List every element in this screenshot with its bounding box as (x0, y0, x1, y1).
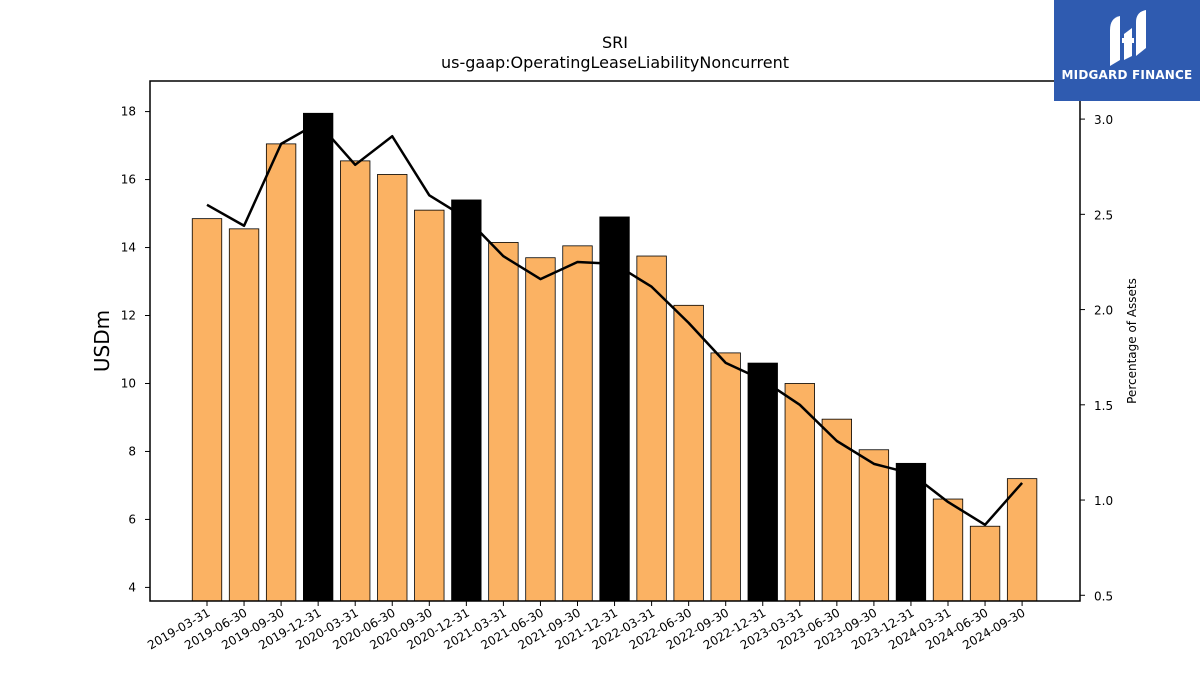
bar-2024-06-30 (969, 525, 1001, 602)
y-tick-label-right: 3.0 (1094, 113, 1113, 127)
logo-mark-icon (1110, 10, 1146, 66)
bar-2023-06-30 (821, 418, 852, 602)
bar-2019-06-30 (228, 228, 260, 602)
y-axis-left: 4 6 8 10 12 14 16 18 (121, 105, 150, 594)
bar-2021-12-31 (599, 216, 630, 602)
y-axis-label-left: USDm (90, 310, 114, 372)
y-tick-label-right: 0.5 (1094, 589, 1113, 603)
bar-2024-09-30 (1006, 478, 1038, 602)
y-tick-label-left: 16 (121, 173, 136, 187)
brand-logo: MIDGARD FINANCE (1054, 0, 1200, 101)
bar-2022-12-31 (747, 362, 778, 602)
y-tick-label-left: 10 (121, 376, 136, 390)
bar-2023-12-31 (895, 462, 927, 602)
bar-2022-03-31 (636, 255, 667, 602)
y-tick-label-left: 6 (128, 512, 136, 526)
y-tick-label-left: 14 (121, 241, 136, 255)
bar-2020-06-30 (377, 174, 408, 602)
bar-2020-03-31 (340, 160, 371, 602)
chart-subtitle: us-gaap:OperatingLeaseLiabilityNoncurren… (441, 53, 789, 72)
bar-2019-09-30 (265, 143, 297, 602)
logo-text: MIDGARD FINANCE (1061, 68, 1193, 82)
bar-2021-03-31 (488, 242, 519, 602)
y-tick-label-right: 2.0 (1094, 304, 1113, 318)
bar-2019-03-31 (191, 218, 223, 602)
y-axis-right: 0.5 1.0 1.5 2.0 2.5 3.0 (1080, 113, 1113, 603)
bar-2020-12-31 (451, 199, 482, 602)
y-axis-label-right: Percentage of Assets (1125, 278, 1139, 404)
bar-2021-09-30 (562, 245, 593, 602)
bar-2023-09-30 (858, 449, 890, 602)
bar-group (191, 112, 1038, 602)
line-group (206, 121, 1024, 527)
bar-2021-06-30 (525, 257, 556, 602)
y-tick-label-right: 2.5 (1094, 208, 1113, 222)
bar-2022-06-30 (673, 304, 704, 602)
x-axis: 2019-03-312019-06-302019-09-302019-12-31… (145, 601, 1028, 652)
bar-2020-09-30 (414, 209, 445, 602)
y-tick-label-right: 1.0 (1094, 494, 1113, 508)
y-tick-label-right: 1.5 (1094, 399, 1113, 413)
chart-title: SRI (602, 33, 628, 52)
bar-2022-09-30 (710, 352, 741, 602)
y-tick-label-left: 12 (121, 309, 136, 323)
y-tick-label-left: 18 (121, 105, 136, 119)
y-tick-label-left: 4 (128, 580, 136, 594)
y-tick-label-left: 8 (128, 444, 136, 458)
bar-2024-03-31 (932, 498, 964, 602)
bar-2023-03-31 (784, 383, 815, 602)
bar-2019-12-31 (302, 112, 334, 602)
